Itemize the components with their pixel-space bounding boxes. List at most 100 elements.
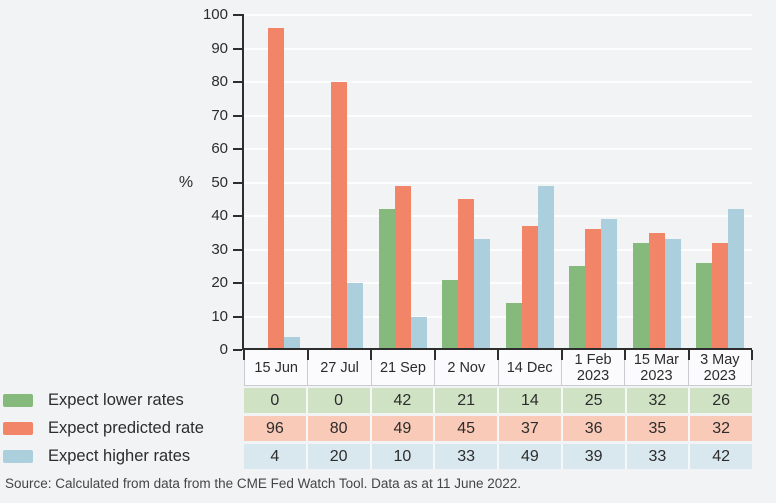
y-tick-label: 60	[211, 140, 228, 157]
bar-lower	[442, 279, 459, 350]
value-cell-higher: 42	[688, 444, 752, 469]
value-cell-lower: 14	[497, 388, 561, 413]
bar-group	[371, 15, 435, 350]
value-cell-predicted: 49	[369, 416, 434, 441]
value-cell-higher: 33	[624, 444, 689, 469]
y-tick-label: 50	[211, 173, 228, 191]
y-tick-label: 100	[202, 6, 228, 23]
value-cell-predicted: 45	[433, 416, 497, 441]
gridline	[244, 148, 752, 150]
value-cell-lower: 21	[433, 388, 497, 413]
y-tick	[233, 315, 242, 318]
y-tick	[233, 14, 242, 16]
y-tick-label: 40	[211, 207, 228, 224]
y-tick	[233, 282, 242, 284]
bar-group	[689, 15, 753, 350]
bar-higher	[474, 239, 491, 350]
legend-label-predicted: Expect predicted rate	[48, 419, 204, 437]
gridline	[244, 81, 752, 83]
bar-higher	[410, 316, 427, 350]
y-tick-label: 0	[219, 341, 228, 358]
value-cell-higher: 39	[560, 444, 625, 469]
value-cell-lower: 25	[560, 388, 625, 413]
legend-swatch-lower-icon	[3, 394, 33, 407]
legend-item-expect-predicted-rate: Expect predicted rate	[3, 416, 204, 441]
bar-group	[435, 15, 499, 350]
column-tick	[497, 350, 499, 360]
source-note: Source: Calculated from data from the CM…	[5, 476, 522, 491]
column-tick	[688, 350, 690, 360]
column-tick	[751, 350, 753, 360]
value-cell-predicted: 36	[560, 416, 625, 441]
gridline	[244, 114, 752, 117]
bar-predicted	[521, 226, 538, 350]
legend-item-expect-higher-rates: Expect higher rates	[3, 444, 190, 469]
gridline	[244, 181, 752, 184]
bar-group	[498, 15, 562, 350]
bar-higher	[537, 185, 554, 350]
table-header-cell: 1 Feb 2023	[560, 350, 624, 385]
value-cell-higher: 20	[305, 444, 370, 469]
column-tick	[307, 350, 309, 360]
y-tick	[233, 181, 242, 184]
chart-plot	[244, 14, 752, 350]
value-cell-lower: 0	[244, 388, 306, 413]
legend-label-higher: Expect higher rates	[48, 447, 191, 465]
legend-label-lower: Expect lower rates	[48, 391, 184, 409]
value-cell-higher: 49	[497, 444, 561, 469]
table-header-cell: 3 May 2023	[687, 350, 751, 385]
percent-unit-label: %	[178, 174, 194, 191]
table-header-cell: 15 Mar 2023	[624, 350, 687, 385]
bar-group	[244, 15, 308, 350]
y-tick	[233, 148, 242, 150]
gridline	[244, 47, 752, 50]
gridline	[244, 215, 752, 217]
column-tick	[434, 350, 436, 360]
table-header-cell: 27 Jul	[307, 350, 370, 385]
gridline	[244, 282, 752, 284]
y-tick-label: 20	[211, 274, 228, 291]
column-tick	[561, 350, 563, 360]
table-row-expect-higher-rates: 4 20 10 33 49 39 33 42	[244, 444, 752, 469]
y-tick	[233, 248, 242, 251]
y-tick-label: 80	[211, 73, 228, 90]
y-tick	[233, 349, 242, 351]
y-tick	[233, 215, 242, 217]
value-cell-lower: 42	[369, 388, 434, 413]
legend-swatch-predicted-icon	[3, 422, 33, 435]
y-tick-label: 70	[211, 106, 228, 124]
table-row-expect-lower-rates: 0 0 42 21 14 25 32 26	[244, 388, 752, 413]
value-cell-predicted: 37	[497, 416, 561, 441]
table-header-cell: 15 Jun	[254, 359, 298, 376]
bar-predicted	[267, 28, 284, 350]
column-tick	[243, 350, 245, 360]
bar-lower	[696, 262, 713, 350]
value-cell-predicted: 32	[688, 416, 752, 441]
bar-predicted	[648, 232, 665, 350]
value-cell-lower: 0	[305, 388, 370, 413]
bar-group	[625, 15, 689, 350]
value-cell-higher: 4	[244, 444, 306, 469]
table-header-cell: 14 Dec	[497, 350, 561, 385]
bar-lower	[378, 209, 395, 350]
table-header-cell: 21 Sep	[370, 350, 434, 385]
bar-groups-layer	[244, 15, 752, 350]
value-cell-higher: 33	[433, 444, 497, 469]
column-tick	[624, 350, 626, 360]
x-axis-line	[242, 348, 752, 350]
value-cell-predicted: 35	[624, 416, 689, 441]
legend-item-expect-lower-rates: Expect lower rates	[3, 388, 184, 413]
gridline	[244, 315, 752, 318]
bar-higher	[728, 209, 745, 350]
bar-higher	[664, 239, 681, 350]
bar-group	[562, 15, 626, 350]
table-row-expect-predicted-rate: 96 80 49 45 37 36 35 32	[244, 416, 752, 441]
bar-predicted	[394, 185, 411, 350]
bar-predicted	[331, 82, 348, 350]
bar-predicted	[458, 199, 475, 350]
value-cell-predicted: 80	[305, 416, 370, 441]
column-tick	[370, 350, 372, 360]
gridline	[244, 14, 752, 16]
bar-predicted	[585, 229, 602, 350]
